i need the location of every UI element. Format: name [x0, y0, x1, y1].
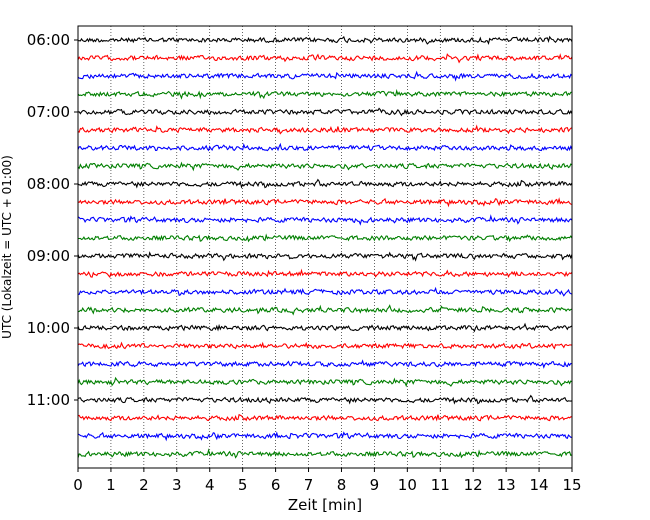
trace-11:15	[77, 413, 572, 422]
plot-frame	[77, 25, 573, 469]
trace-07:45	[77, 161, 573, 172]
trace-09:45	[77, 304, 573, 316]
y-tick-label-09:00: 09:00	[27, 247, 70, 265]
x-tick-label-13: 13	[497, 476, 516, 494]
trace-09:15	[77, 268, 573, 279]
x-tick-label-12: 12	[464, 476, 483, 494]
x-axis-ticks: 0 1 2 3 4 5 6 7 8 9 10 11 12 13 14 15	[73, 468, 582, 494]
trace-11:45	[77, 448, 573, 459]
x-tick-label-3: 3	[172, 476, 182, 494]
trace-11:00	[77, 394, 573, 405]
trace-06:45	[77, 88, 573, 100]
x-tick-label-7: 7	[304, 476, 314, 494]
x-tick-label-10: 10	[398, 476, 417, 494]
x-axis-label: Zeit [min]	[288, 496, 362, 514]
y-tick-label-07:00: 07:00	[27, 103, 70, 121]
x-tick-label-9: 9	[370, 476, 380, 494]
trace-07:15	[77, 124, 573, 135]
x-tick-label-2: 2	[139, 476, 149, 494]
trace-08:00	[77, 178, 573, 189]
trace-10:30	[77, 359, 573, 369]
y-tick-label-10:00: 10:00	[27, 319, 70, 337]
x-tick-label-4: 4	[205, 476, 215, 494]
trace-06:15	[77, 53, 573, 64]
y-tick-label-08:00: 08:00	[27, 175, 70, 193]
x-tick-label-8: 8	[337, 476, 347, 494]
trace-08:45	[78, 233, 573, 243]
y-tick-label-06:00: 06:00	[27, 31, 70, 49]
y-axis-label: UTC (Lokalzeit = UTC + 01:00)	[0, 155, 14, 339]
x-tick-label-14: 14	[530, 476, 549, 494]
x-tick-label-0: 0	[73, 476, 83, 494]
trace-09:00	[77, 251, 573, 262]
trace-09:30	[77, 286, 573, 297]
y-tick-label-11:00: 11:00	[27, 391, 70, 409]
trace-08:30	[77, 214, 573, 226]
trace-07:00	[77, 107, 573, 117]
trace-10:00	[77, 322, 573, 333]
x-tick-label-5: 5	[238, 476, 248, 494]
trace-06:00	[78, 35, 573, 46]
x-tick-label-1: 1	[106, 476, 116, 494]
x-tick-label-11: 11	[431, 476, 450, 494]
trace-11:30	[77, 431, 572, 442]
trace-10:45	[77, 376, 573, 388]
trace-08:15	[77, 197, 573, 208]
plot-background	[78, 26, 572, 468]
y-axis-ticks: 06:00 07:00 08:00 09:00 10:00 11:00	[27, 31, 78, 409]
trace-06:30	[77, 70, 573, 82]
trace-07:30	[77, 142, 573, 152]
trace-10:15	[77, 341, 573, 350]
x-tick-label-15: 15	[562, 476, 581, 494]
x-tick-label-6: 6	[271, 476, 281, 494]
seismic-traces	[77, 35, 573, 459]
